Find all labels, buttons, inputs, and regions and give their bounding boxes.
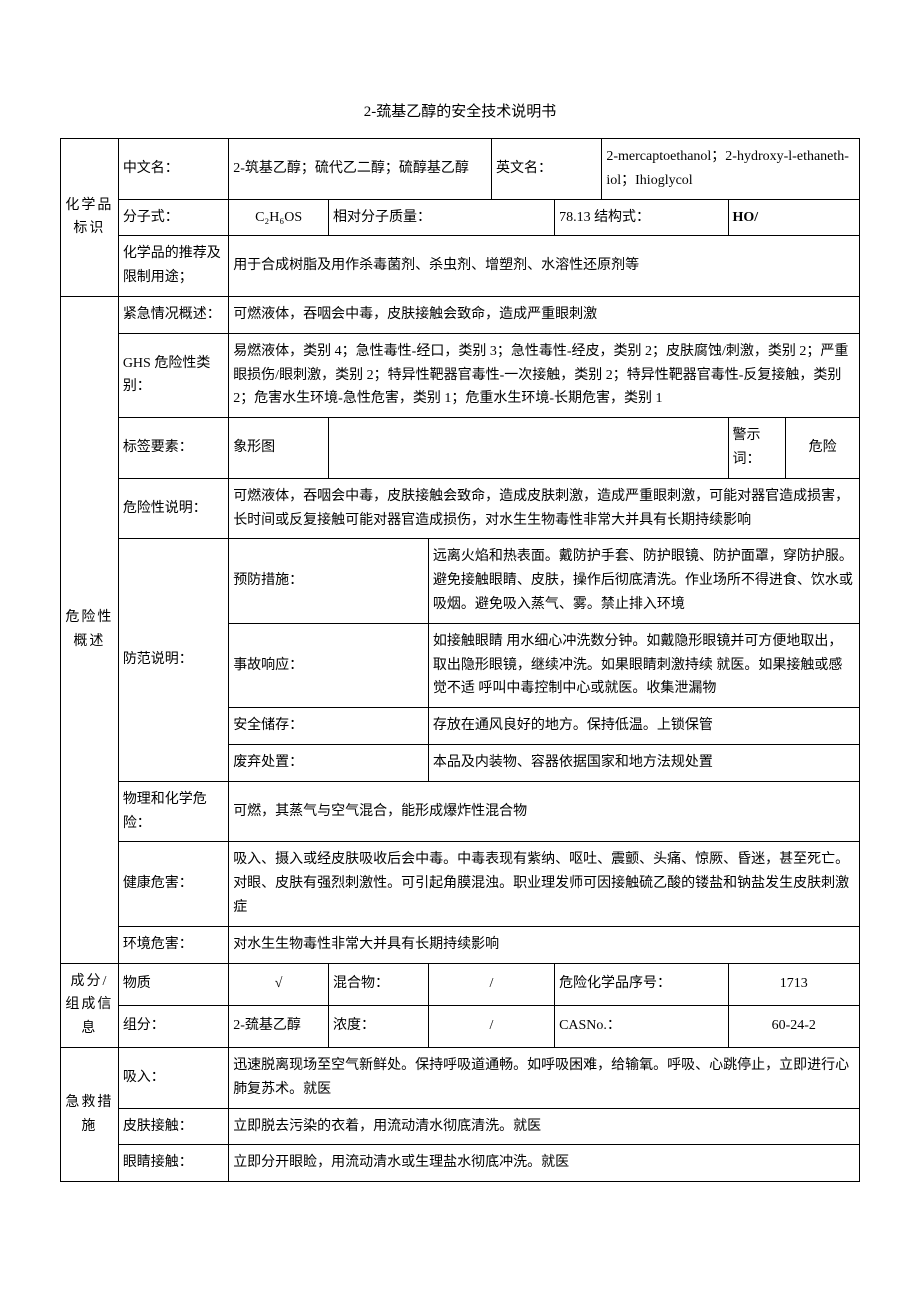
use-label: 化学品的推荐及限制用途； [118, 236, 228, 297]
use: 用于合成树脂及用作杀毒菌剂、杀虫剂、增塑剂、水溶性还原剂等 [229, 236, 860, 297]
section-firstaid: 急救措施 [61, 1047, 119, 1181]
cas: 60-24-2 [728, 1005, 860, 1047]
mixture-label: 混合物： [329, 963, 429, 1005]
zh-name-label: 中文名： [118, 139, 228, 200]
signal: 危险 [786, 418, 860, 479]
pictogram-cell [329, 418, 728, 479]
conc-label: 浓度： [329, 1005, 429, 1047]
response-label: 事故响应： [229, 623, 429, 707]
physchem-label: 物理和化学危险： [118, 781, 228, 842]
hazno-label: 危险化学品序号： [555, 963, 728, 1005]
sds-table: 化学品标识 中文名： 2-筑基乙醇；硫代乙二醇；硫醇基乙醇 英文名： 2-mer… [60, 138, 860, 1182]
disposal-label: 废弃处置： [229, 744, 429, 781]
formula: C₂H₆OS [229, 199, 329, 236]
skin-label: 皮肤接触： [118, 1108, 228, 1145]
storage-label: 安全储存： [229, 708, 429, 745]
en-name: 2-mercaptoethanol；2-hydroxy-l-ethaneth-i… [602, 139, 860, 200]
hazstmt-label: 危险性说明： [118, 478, 228, 539]
signal-label: 警示词： [728, 418, 786, 479]
env: 对水生生物毒性非常大并具有长期持续影响 [229, 926, 860, 963]
storage: 存放在通风良好的地方。保持低温。上锁保管 [428, 708, 859, 745]
eye-label: 眼睛接触： [118, 1145, 228, 1182]
ghs: 易燃液体，类别 4；急性毒性-经口，类别 3；急性毒性-经皮，类别 2；皮肤腐蚀… [229, 333, 860, 417]
zh-name: 2-筑基乙醇；硫代乙二醇；硫醇基乙醇 [229, 139, 492, 200]
section-hazard: 危险性概述 [61, 296, 119, 963]
cas-label: CASNo.： [555, 1005, 728, 1047]
pictogram-label: 象形图 [229, 418, 329, 479]
labelelem-label: 标签要素： [118, 418, 228, 479]
eye: 立即分开眼睑，用流动清水或生理盐水彻底冲洗。就医 [229, 1145, 860, 1182]
document-title: 2-巯基乙醇的安全技术说明书 [60, 100, 860, 124]
substance-label: 物质 [118, 963, 228, 1005]
conc: / [428, 1005, 554, 1047]
page: 2-巯基乙醇的安全技术说明书 化学品标识 中文名： 2-筑基乙醇；硫代乙二醇；硫… [0, 0, 920, 1301]
health: 吸入、摄入或经皮肤吸收后会中毒。中毒表现有紫纳、呕吐、震颤、头痛、惊厥、昏迷，甚… [229, 842, 860, 926]
component: 2-巯基乙醇 [229, 1005, 329, 1047]
emergency-label: 紧急情况概述： [118, 296, 228, 333]
formula-label: 分子式： [118, 199, 228, 236]
precaut-label: 防范说明： [118, 539, 228, 781]
emergency: 可燃液体，吞咽会中毒，皮肤接触会致命，造成严重眼刺激 [229, 296, 860, 333]
substance: √ [229, 963, 329, 1005]
struct-img: HO/ [728, 199, 860, 236]
ghs-label: GHS 危险性类别： [118, 333, 228, 417]
molwt-label: 相对分子质量： [329, 199, 555, 236]
prevent: 远离火焰和热表面。戴防护手套、防护眼镜、防护面罩，穿防护服。避免接触眼睛、皮肤，… [428, 539, 859, 623]
skin: 立即脱去污染的衣着，用流动清水彻底清洗。就医 [229, 1108, 860, 1145]
component-label: 组分： [118, 1005, 228, 1047]
response: 如接触眼睛 用水细心冲洗数分钟。如戴隐形眼镜并可方便地取出，取出隐形眼镜，继续冲… [428, 623, 859, 707]
env-label: 环境危害： [118, 926, 228, 963]
hazstmt: 可燃液体，吞咽会中毒，皮肤接触会致命，造成皮肤刺激，造成严重眼刺激，可能对器官造… [229, 478, 860, 539]
molwt-struct: 78.13 结构式： [555, 199, 728, 236]
hazno: 1713 [728, 963, 860, 1005]
section-ident: 化学品标识 [61, 139, 119, 297]
mixture: / [428, 963, 554, 1005]
inhale-label: 吸入： [118, 1047, 228, 1108]
en-name-label: 英文名： [492, 139, 602, 200]
inhale: 迅速脱离现场至空气新鲜处。保持呼吸道通畅。如呼吸困难，给输氧。呼吸、心跳停止，立… [229, 1047, 860, 1108]
health-label: 健康危害： [118, 842, 228, 926]
section-comp: 成分/组成信息 [61, 963, 119, 1047]
physchem: 可燃，其蒸气与空气混合，能形成爆炸性混合物 [229, 781, 860, 842]
prevent-label: 预防措施： [229, 539, 429, 623]
disposal: 本品及内装物、容器依据国家和地方法规处置 [428, 744, 859, 781]
